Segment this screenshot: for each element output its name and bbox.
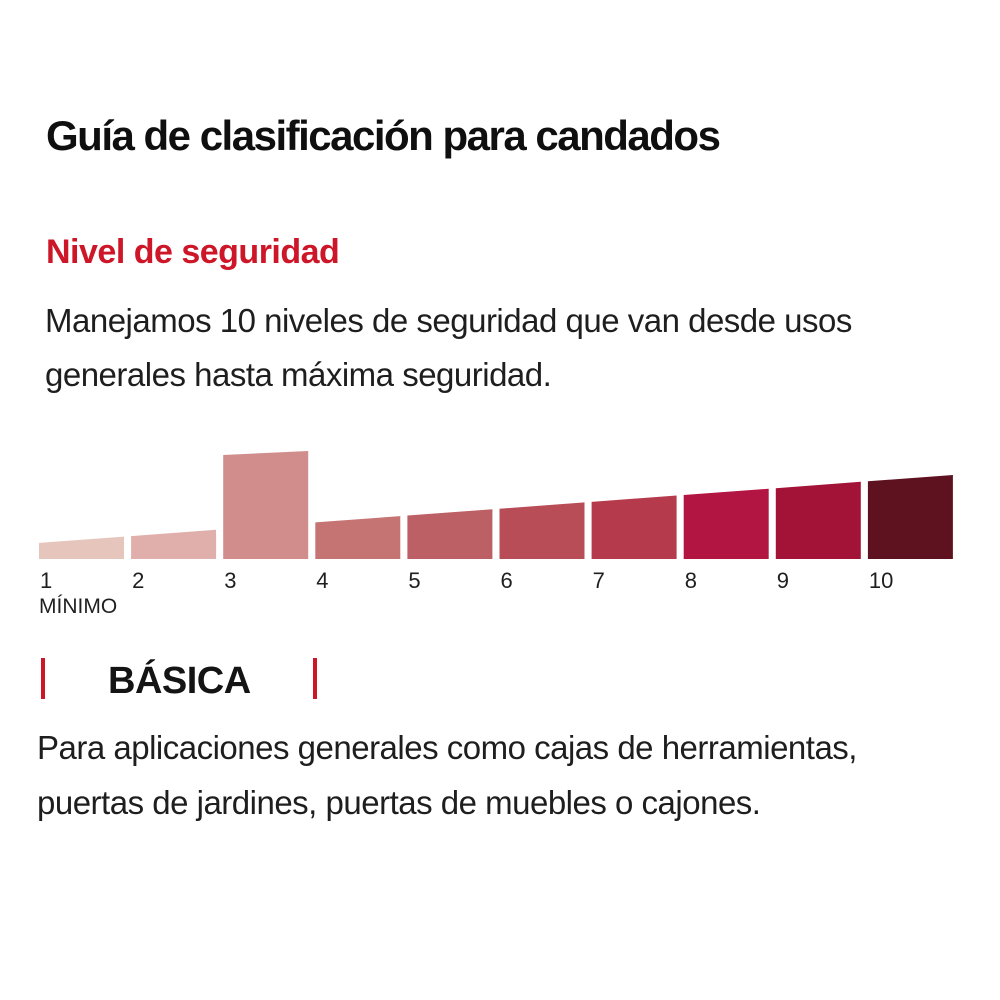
bar-level-3 — [223, 451, 309, 559]
bar-label-9: 9 — [777, 568, 789, 593]
category-description: Para aplicaciones generales como cajas d… — [37, 729, 857, 821]
bar-level-7 — [591, 495, 677, 559]
bar-level-9 — [775, 481, 861, 559]
bar-level-4 — [315, 516, 401, 559]
bar-level-6 — [499, 502, 585, 559]
bar-label-10: 10 — [869, 568, 893, 593]
bar-level-1 — [39, 536, 124, 559]
bar-level-8 — [683, 488, 769, 559]
bar-label-1: 1 — [40, 568, 52, 593]
bar-level-2 — [131, 529, 217, 559]
bar-label-7: 7 — [593, 568, 605, 593]
category-label: BÁSICA — [108, 660, 251, 702]
security-level-chart: 1 2 3 4 5 6 7 8 9 10 MÍNIMO — [38, 448, 958, 618]
security-level-chart-svg: 1 2 3 4 5 6 7 8 9 10 MÍNIMO — [39, 451, 953, 618]
bar-label-4: 4 — [316, 568, 328, 593]
bar-level-5 — [407, 509, 493, 559]
page-title: Guía de clasificación para candados — [46, 112, 721, 159]
bar-label-5: 5 — [408, 568, 420, 593]
bar-label-2: 2 — [132, 568, 144, 593]
intro-text: Manejamos 10 niveles de seguridad que va… — [45, 302, 852, 393]
bar-level-10 — [867, 475, 953, 559]
section-heading: Nivel de seguridad — [46, 233, 340, 271]
left-red-tick — [41, 658, 45, 699]
bar-label-6: 6 — [501, 568, 513, 593]
bar-label-3: 3 — [224, 568, 236, 593]
bar-label-8: 8 — [685, 568, 697, 593]
right-red-tick — [313, 658, 317, 699]
min-axis-label: MÍNIMO — [39, 595, 117, 618]
